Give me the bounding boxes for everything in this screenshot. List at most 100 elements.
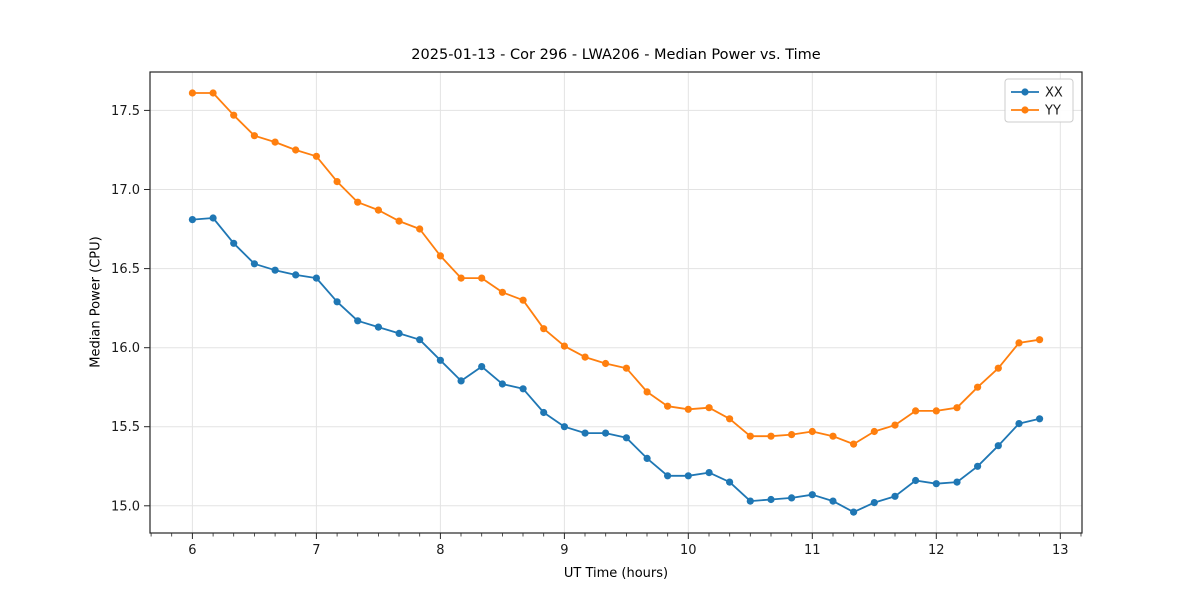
data-point-marker [622,364,631,372]
data-point-marker [932,407,940,415]
data-point-marker [519,296,527,304]
x-tick-label: 10 [680,543,697,558]
data-point-marker [1036,336,1044,344]
y-tick-label: 15.5 [111,420,140,435]
data-point-marker [188,216,196,224]
legend-marker [1021,106,1029,114]
data-point-marker [994,442,1002,450]
y-tick-label: 16.5 [111,262,140,277]
series-yy [188,89,1044,448]
y-tick-label: 15.0 [111,499,140,514]
data-point-marker [209,89,217,97]
y-axis-label: Median Power (CPU) [88,236,104,368]
data-point-marker [1036,415,1044,423]
data-point-marker [312,274,320,282]
x-tick-label: 6 [188,543,196,558]
x-tick-label: 13 [1052,543,1069,558]
data-point-marker [540,408,548,417]
data-point-marker [994,364,1002,372]
x-tick-label: 12 [928,543,945,558]
data-point-marker [726,415,734,423]
data-point-marker [788,431,796,439]
legend-label: XX [1045,86,1063,101]
data-point-marker [581,429,589,437]
gridlines [150,72,1082,533]
legend-label: YY [1044,104,1061,119]
data-point-marker [354,317,362,325]
data-point-marker [292,146,300,154]
data-point-marker [374,206,382,214]
data-point-marker [188,89,196,97]
series-line [192,92,1040,446]
data-point-marker [808,427,816,436]
data-point-marker [726,478,734,486]
data-point-marker [312,152,320,160]
data-point-marker [333,178,341,186]
data-point-marker [519,385,527,393]
x-minor-ticks [150,533,1082,537]
data-point-marker [333,298,341,306]
data-point-marker [953,478,961,486]
data-point-marker [1015,420,1023,428]
data-point-marker [478,274,486,282]
data-point-marker [643,454,651,462]
data-point-marker [891,492,899,500]
data-point-marker [664,402,672,410]
data-point-marker [416,336,424,344]
data-point-marker [850,508,858,516]
data-point-marker [374,323,382,331]
x-tick-label: 9 [560,543,568,558]
chart-title: 2025-01-13 - Cor 296 - LWA206 - Median P… [411,47,821,63]
x-tick-label: 8 [436,543,444,558]
data-point-marker [912,407,920,415]
x-axis-label: UT Time (hours) [563,566,669,581]
data-point-marker [622,434,631,442]
data-point-marker [705,404,713,412]
data-point-marker [870,499,878,507]
data-point-marker [271,266,279,274]
data-point-marker [250,260,258,268]
legend-marker [1021,88,1029,96]
data-point-marker [457,377,465,385]
y-tick-label: 16.0 [111,341,140,356]
series-line [192,217,1040,513]
data-point-marker [498,288,506,296]
data-point-marker [705,469,713,477]
data-point-marker [788,494,796,502]
data-point-marker [395,217,403,225]
data-point-marker [684,472,692,480]
data-point-marker [746,432,754,440]
data-point-marker [209,214,217,222]
data-point-marker [870,427,878,436]
data-point-marker [953,404,961,412]
data-point-marker [974,383,982,391]
data-point-marker [808,491,816,499]
data-point-marker [891,421,899,429]
data-point-marker [250,132,258,140]
y-tick-label: 17.0 [111,183,140,198]
x-tick-label: 7 [312,543,320,558]
data-point-marker [850,440,858,448]
data-point-marker [684,405,692,413]
data-point-marker [230,239,238,247]
y-tick-label: 17.5 [111,104,140,119]
data-point-marker [932,480,940,488]
series-xx [188,214,1044,516]
data-point-marker [416,225,424,233]
data-point-marker [457,274,465,282]
data-point-marker [498,380,506,388]
x-tick-label: 11 [804,543,821,558]
data-point-marker [664,472,672,480]
data-point-marker [292,271,300,279]
data-point-marker [643,388,651,396]
data-point-marker [436,356,444,364]
data-point-marker [746,497,754,505]
data-point-marker [767,495,775,504]
data-point-marker [974,462,982,470]
data-point-marker [230,111,238,119]
data-point-marker [271,138,279,146]
data-point-marker [436,252,444,260]
data-point-marker [829,497,837,505]
